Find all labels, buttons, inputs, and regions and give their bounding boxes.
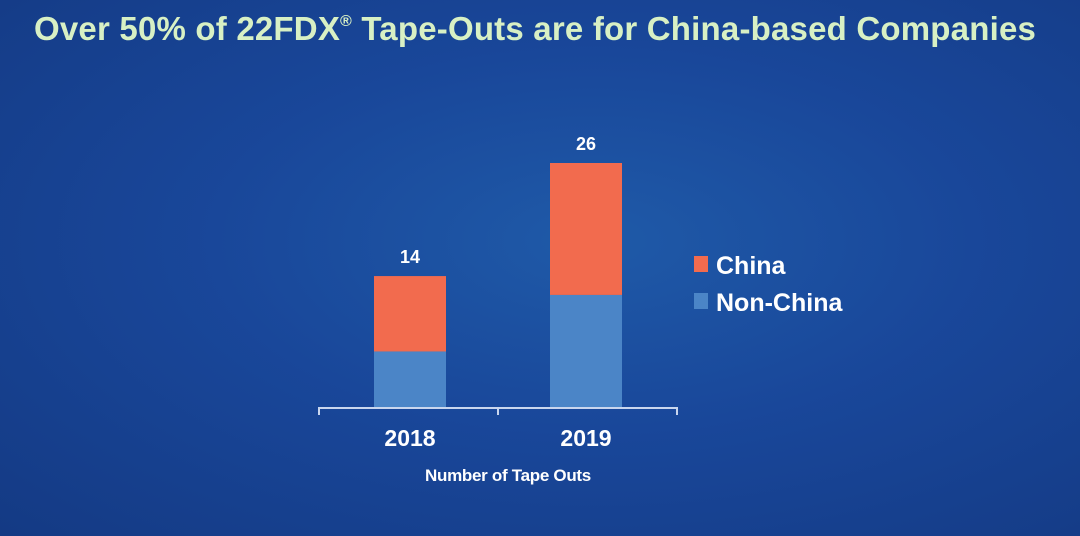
x-tick-2019: 2019 [560, 425, 611, 451]
bar-totals-group: 14 26 [400, 134, 596, 267]
bar-total-2019: 26 [576, 134, 596, 154]
bar-total-2018: 14 [400, 247, 420, 267]
bar-2018-non-china [374, 351, 446, 408]
legend-label-non-china: Non-China [716, 289, 843, 317]
title-main: Over 50% of 22FDX [34, 10, 341, 47]
bar-2019-non-china [550, 294, 622, 408]
legend: China Non-China [694, 252, 843, 317]
x-axis-label: Number of Tape Outs [425, 466, 591, 485]
legend-label-china: China [716, 252, 787, 280]
bar-2019-china [550, 163, 622, 295]
title-rest: Tape-Outs are for China-based Companies [352, 10, 1037, 47]
slide-title: Over 50% of 22FDX® Tape-Outs are for Chi… [34, 10, 1036, 48]
registered-mark: ® [340, 13, 353, 30]
x-tick-2018: 2018 [384, 425, 435, 451]
bar-2018-china [374, 276, 446, 352]
legend-swatch-china [694, 256, 708, 272]
x-axis [318, 407, 678, 415]
legend-swatch-non-china [694, 293, 708, 309]
bars-group [374, 163, 622, 408]
x-tick-labels: 2018 2019 [384, 425, 611, 451]
